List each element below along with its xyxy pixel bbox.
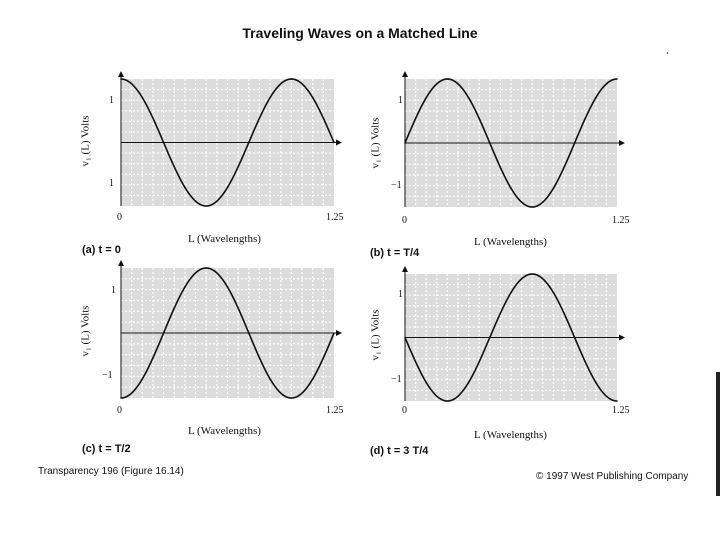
data-point-d [573,336,576,339]
caption-a: (a) t = 0 [82,244,121,256]
data-point-c [205,267,207,269]
data-point-c [120,397,122,399]
data-point-d [404,336,406,339]
y-axis-label-a: v₁ (L) Volts [79,115,92,167]
y-tick-bottom-d: −1 [391,374,402,385]
y-tick-top-d: 1 [398,289,403,300]
y-axis-label-d: v₁ (L) Volts [369,309,382,361]
plot-c [118,260,342,399]
data-point-b [425,96,428,99]
data-point-b [404,142,406,144]
x-axis-label-d: L (Wavelengths) [474,429,547,441]
data-point-c [311,378,314,380]
data-point-d [425,381,428,384]
data-point-a [226,186,229,189]
data-point-d [467,381,470,384]
data-point-a [141,96,144,99]
data-point-c [269,378,271,380]
data-point-a [311,96,314,99]
data-point-b [467,96,470,99]
data-point-a [205,205,207,207]
data-point-c [333,332,335,334]
x-axis-arrow-b [619,140,625,146]
grid-a [121,79,334,206]
x-axis-label-c: L (Wavelengths) [188,425,261,437]
x-tick-end-d: 1.25 [612,405,630,416]
x-tick-end-c: 1.25 [326,405,344,416]
data-point-b [573,142,576,144]
x-axis-arrow-a [336,139,342,146]
x-tick-end-a: 1.25 [326,212,344,223]
data-point-b [510,187,512,190]
data-point-a [162,141,165,144]
data-point-d [531,273,533,275]
data-point-d [446,400,449,402]
data-point-c [248,332,250,334]
data-point-a [120,78,122,80]
x-tick-start-b: 0 [402,215,407,226]
data-point-d [510,291,512,294]
data-point-d [552,291,555,294]
page-title: Traveling Waves on a Matched Line [242,25,478,41]
edge-bar [716,372,720,496]
plot-d [402,266,625,402]
data-point-d [616,400,618,402]
x-tick-start-c: 0 [117,405,122,416]
y-axis-arrow-c [118,260,124,266]
plot-b [402,71,625,208]
y-tick-top-a: 1 [109,95,114,106]
x-tick-start-a: 0 [117,212,122,223]
data-point-c [226,286,229,288]
x-tick-start-d: 0 [402,405,407,416]
data-point-d [595,381,597,384]
data-point-c [184,286,186,288]
grid-d [405,274,617,401]
x-axis-label-a: L (Wavelengths) [188,233,261,245]
data-point-c [141,378,144,380]
data-point-b [489,142,491,144]
y-tick-top-c: 1 [111,285,116,296]
y-axis-arrow-d [402,266,408,272]
x-tick-end-b: 1.25 [612,215,630,226]
caption-d: (d) t = 3 T/4 [370,445,429,457]
x-axis-arrow-d [619,334,625,341]
y-axis-arrow-b [402,71,408,77]
x-axis-arrow-c [336,330,342,336]
y-axis-label-b: v₁ (L) Volts [369,117,382,169]
y-tick-bottom-b: −1 [391,180,402,191]
data-point-a [248,141,250,144]
data-point-a [333,141,335,144]
footer-right: © 1997 West Publishing Company [536,471,689,482]
y-tick-bottom-c: −1 [102,370,113,381]
data-point-b [616,78,618,80]
y-tick-top-b: 1 [398,95,403,106]
plot-a [118,71,342,207]
y-axis-arrow-a [118,71,124,77]
data-point-b [531,206,533,208]
data-point-c [290,397,293,399]
data-point-b [595,96,597,99]
data-point-a [184,186,186,189]
y-axis-label-c: v₁ (L) Volts [79,305,92,357]
data-point-b [446,78,449,80]
data-point-a [290,78,293,80]
data-point-c [162,332,165,334]
data-point-a [269,96,271,99]
x-axis-label-b: L (Wavelengths) [474,236,547,248]
corner-mark: ¸ [666,44,670,55]
y-tick-bottom-a: 1 [109,178,114,189]
caption-b: (b) t = T/4 [370,247,420,259]
data-point-d [489,336,491,339]
footer-left: Transparency 196 (Figure 16.14) [38,466,184,477]
data-point-b [552,187,555,190]
caption-c: (c) t = T/2 [82,443,131,455]
